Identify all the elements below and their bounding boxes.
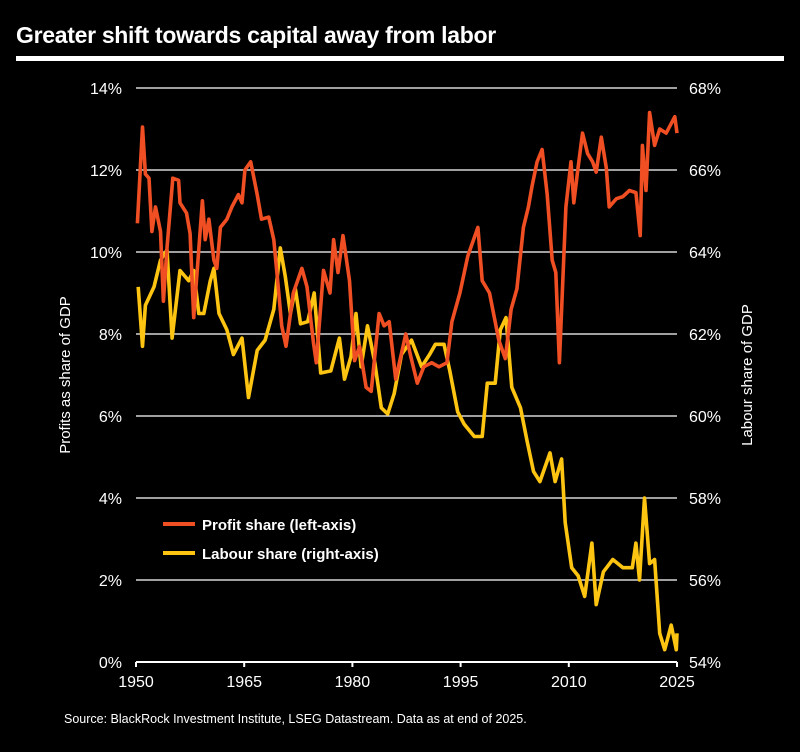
legend-label-profit: Profit share (left-axis) (202, 517, 356, 534)
right-tick-label: 56% (689, 573, 721, 590)
x-tick-label: 2010 (551, 674, 587, 691)
right-tick-label: 60% (689, 409, 721, 426)
labour-share-line (136, 246, 679, 652)
left-axis-label: Profits as share of GDP (57, 296, 74, 454)
left-tick-label: 6% (99, 409, 122, 426)
left-tick-label: 10% (90, 245, 122, 262)
right-tick-label: 62% (689, 327, 721, 344)
left-tick-label: 2% (99, 573, 122, 590)
left-tick-label: 14% (90, 81, 122, 98)
chart-title: Greater shift towards capital away from … (16, 22, 496, 48)
left-tick-label: 12% (90, 163, 122, 180)
left-tick-label: 8% (99, 327, 122, 344)
title-divider (16, 56, 784, 61)
right-tick-label: 54% (689, 655, 721, 672)
right-tick-label: 64% (689, 245, 721, 262)
profit-share-line (135, 110, 679, 394)
x-tick-label: 1995 (443, 674, 479, 691)
x-tick-label: 1965 (226, 674, 262, 691)
right-tick-label: 58% (689, 491, 721, 508)
source-note: Source: BlackRock Investment Institute, … (64, 712, 527, 726)
right-tick-label: 68% (689, 81, 721, 98)
left-tick-label: 0% (99, 655, 122, 672)
left-tick-label: 4% (99, 491, 122, 508)
legend: Profit share (left-axis) Labour share (r… (163, 517, 379, 563)
x-tick-label: 1980 (335, 674, 371, 691)
legend-label-labour: Labour share (right-axis) (202, 546, 379, 563)
right-axis-label: Labour share of GDP (739, 304, 756, 446)
right-tick-label: 66% (689, 163, 721, 180)
x-tick-label: 2025 (659, 674, 695, 691)
x-tick-label: 1950 (118, 674, 154, 691)
